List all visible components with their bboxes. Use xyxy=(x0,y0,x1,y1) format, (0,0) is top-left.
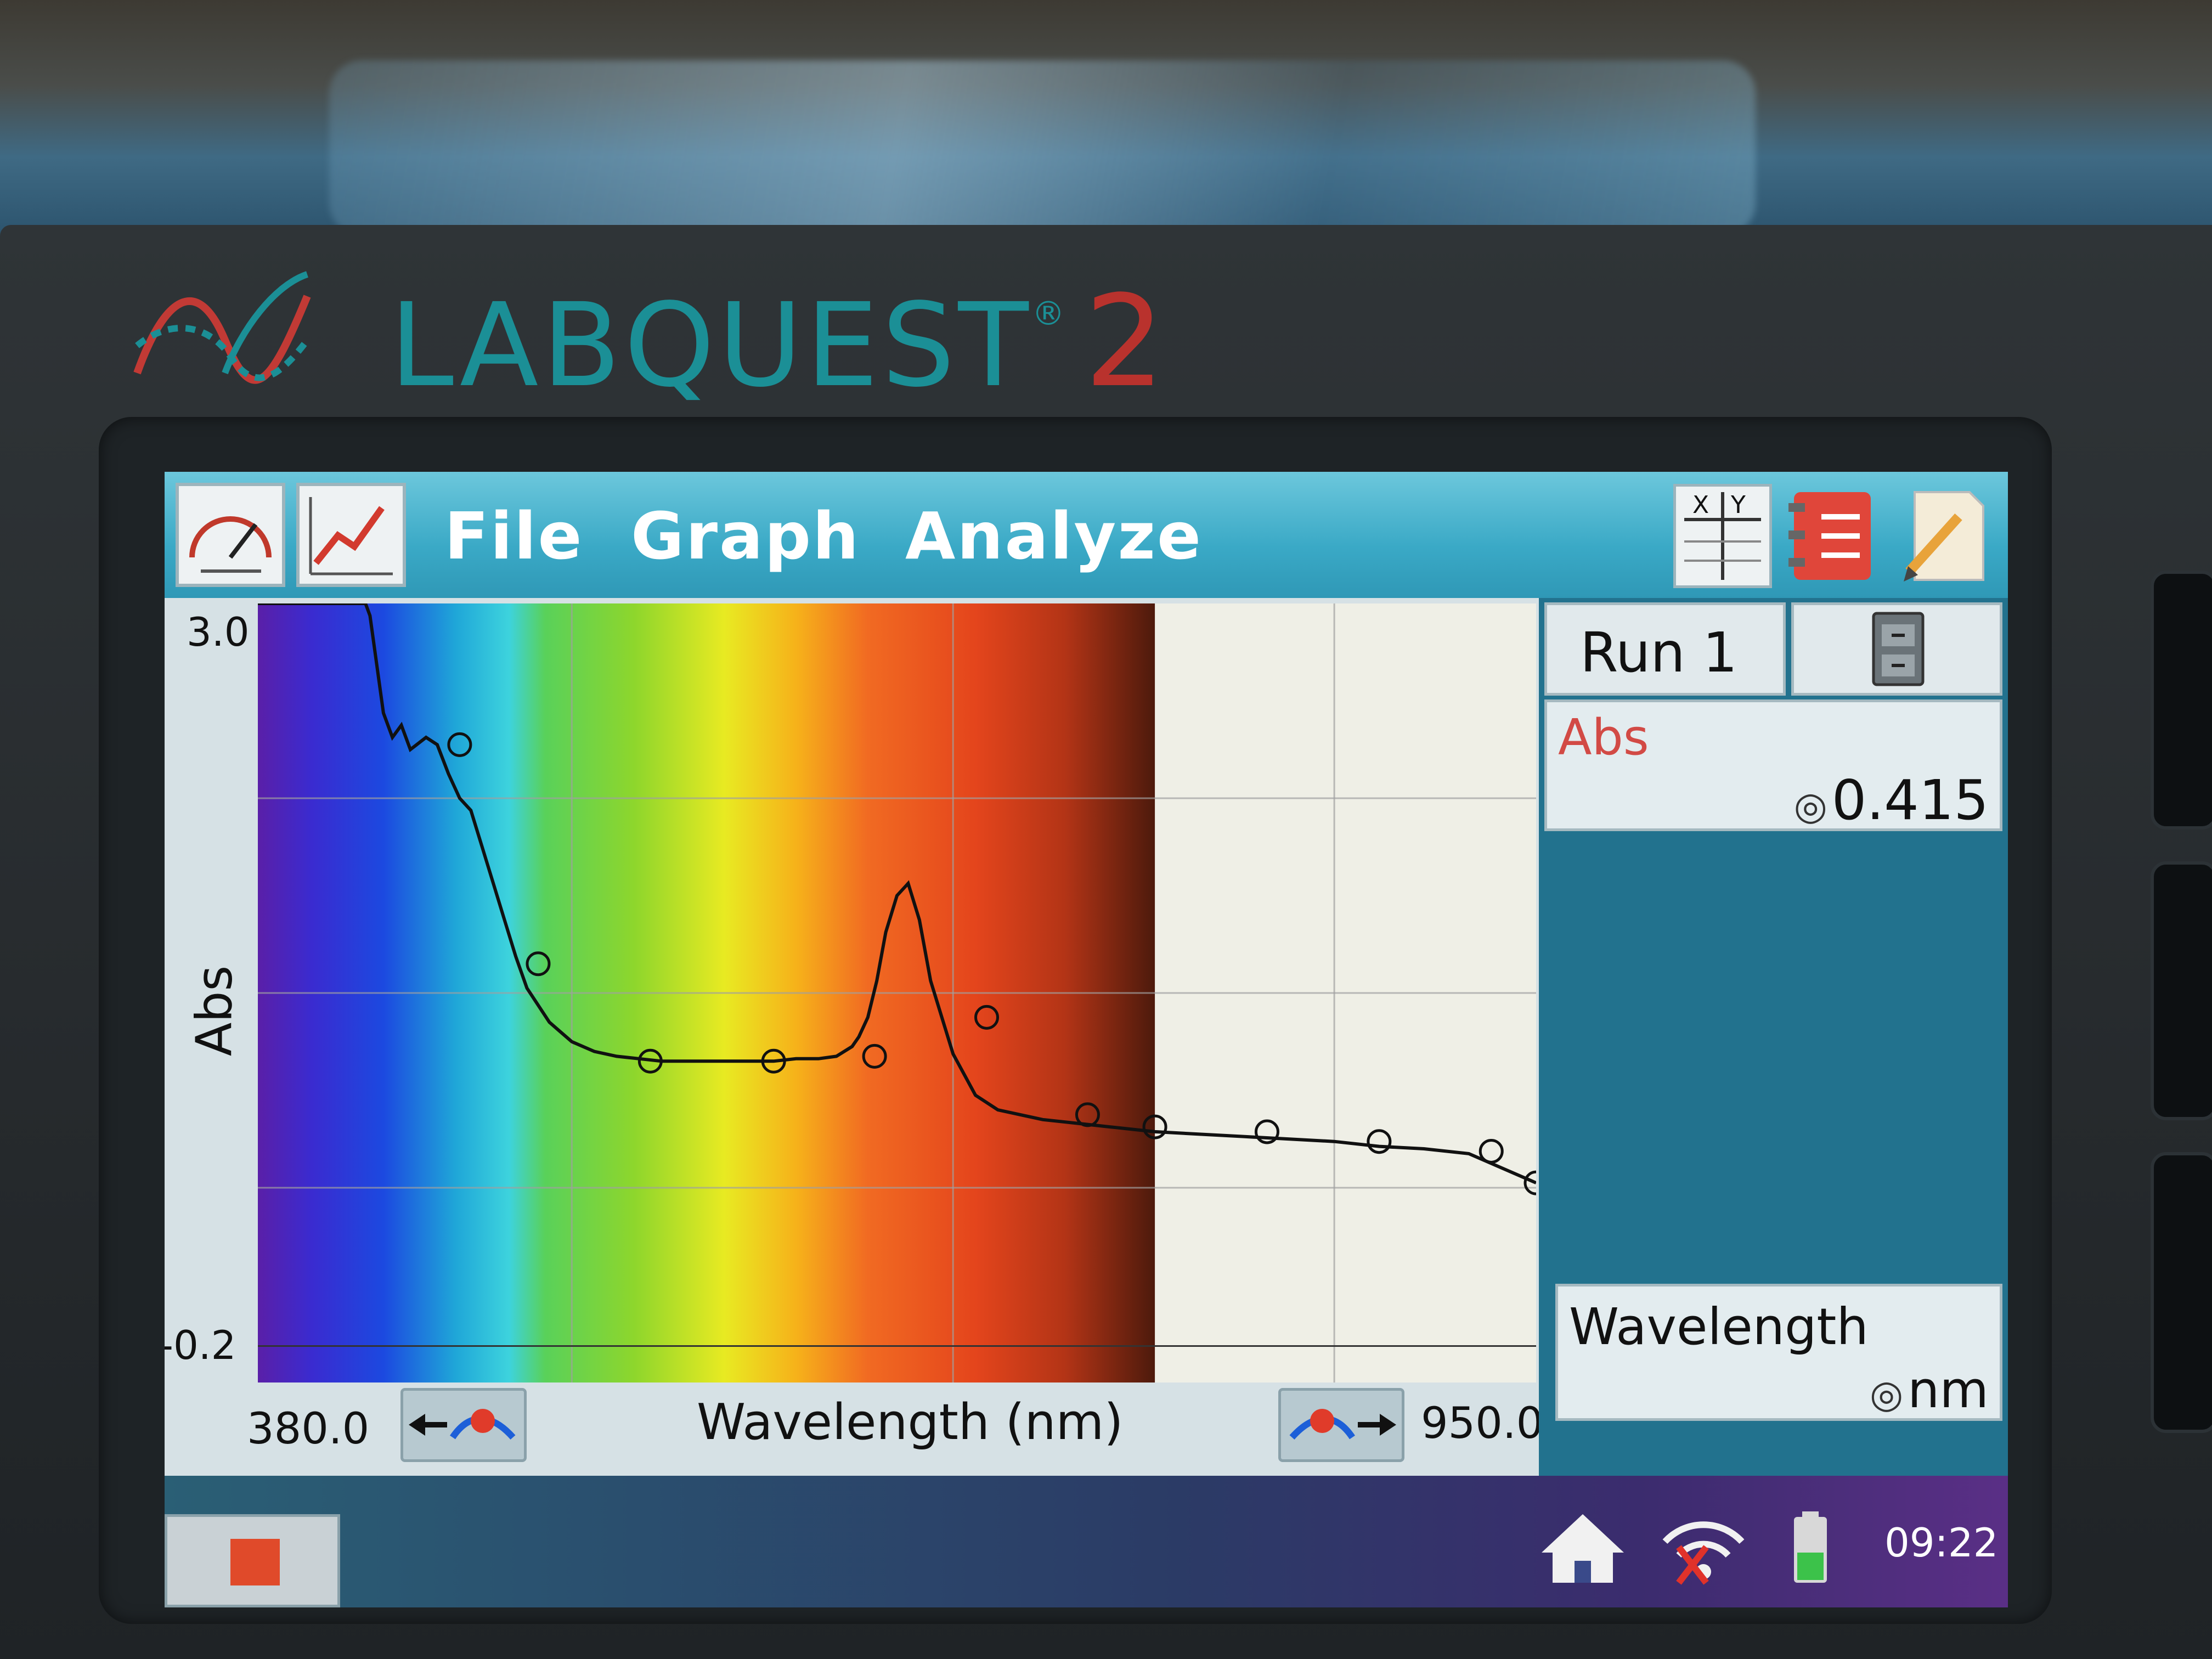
wifi-off-icon[interactable] xyxy=(1657,1509,1750,1585)
notebook-icon[interactable] xyxy=(1783,484,1882,588)
brand-logo-icon xyxy=(133,271,311,384)
data-point-marker xyxy=(1254,1119,1279,1144)
battery-icon xyxy=(1794,1511,1827,1583)
run-label: Run 1 xyxy=(1580,620,1738,685)
table-icon-y: Y xyxy=(1730,491,1746,519)
stop-button[interactable] xyxy=(165,1514,340,1607)
x-axis-title[interactable]: Wavelength (nm) xyxy=(697,1393,1124,1451)
table-icon-x: X xyxy=(1692,491,1709,519)
target-icon: ◎ xyxy=(1869,1372,1904,1417)
meter-abs-value: 0.415 xyxy=(1831,768,1989,832)
hardware-button-top[interactable] xyxy=(2151,571,2212,830)
target-icon: ◎ xyxy=(1793,783,1827,828)
graph-icon[interactable] xyxy=(296,483,406,587)
toolbar: File Graph Analyze X Y xyxy=(165,472,2008,598)
menu-graph[interactable]: Graph xyxy=(631,498,861,574)
menu-analyze[interactable]: Analyze xyxy=(905,498,1203,574)
hardware-button-middle[interactable] xyxy=(2151,861,2212,1120)
hardware-button-bottom[interactable] xyxy=(2151,1152,2212,1433)
y-axis-title[interactable]: Abs xyxy=(185,965,244,1057)
meter-abs[interactable]: Abs ◎0.415 xyxy=(1544,699,2002,832)
scroll-left-button[interactable] xyxy=(400,1388,527,1462)
table-icon[interactable]: X Y xyxy=(1673,484,1772,588)
x-axis-min[interactable]: 380.0 xyxy=(247,1404,370,1454)
run-selector[interactable]: Run 1 xyxy=(1544,602,1786,696)
y-axis-title-wrap: Abs xyxy=(180,938,246,1081)
scroll-right-button[interactable] xyxy=(1278,1388,1404,1462)
side-panel: Run 1 Abs ◎0.415 Wavelength ◎nm xyxy=(1539,598,2008,1476)
wavelength-unit: nm xyxy=(1908,1361,1989,1419)
graph-panel: 3.0 Abs -0.2 xyxy=(165,598,1543,1476)
file-cabinet-icon xyxy=(1872,612,1925,686)
status-bar: 09:22 xyxy=(165,1476,2008,1607)
wavelength-unit-wrap: ◎nm xyxy=(1870,1361,1989,1419)
data-point-marker xyxy=(1367,1129,1392,1154)
data-point-marker xyxy=(447,732,472,757)
device-screen: File Graph Analyze X Y xyxy=(165,472,2008,1607)
brand-registered-mark: ® xyxy=(1031,295,1068,333)
stop-icon xyxy=(230,1539,280,1585)
scroll-left-icon xyxy=(409,1409,516,1440)
data-point-marker xyxy=(862,1043,887,1069)
brand-header: LABQUEST® 2 xyxy=(132,258,1229,422)
meter-abs-value-wrap: ◎0.415 xyxy=(1794,768,1989,832)
meter-wavelength[interactable]: Wavelength ◎nm xyxy=(1555,1284,2002,1421)
markers-group xyxy=(447,732,1536,1195)
y-axis-max[interactable]: 3.0 xyxy=(187,609,250,655)
data-point-marker xyxy=(526,951,551,977)
data-point-marker xyxy=(1523,1170,1536,1195)
hardware-buttons xyxy=(2140,565,2212,1443)
brand-model-number: 2 xyxy=(1084,269,1169,415)
home-icon[interactable] xyxy=(1536,1509,1629,1585)
scroll-right-icon xyxy=(1289,1409,1396,1440)
plastic-bag xyxy=(329,60,1756,236)
brand-name-text: LABQUEST xyxy=(390,278,1032,413)
graph-plot-area[interactable] xyxy=(258,603,1536,1383)
grid xyxy=(258,603,1536,1383)
wavelength-label: Wavelength xyxy=(1569,1297,1869,1356)
menu-file[interactable]: File xyxy=(444,498,584,574)
data-point-marker xyxy=(1479,1138,1504,1164)
data-point-marker xyxy=(637,1048,663,1074)
meter-abs-label: Abs xyxy=(1558,709,1649,766)
data-point-marker xyxy=(974,1005,1000,1030)
x-axis-max[interactable]: 950.0 xyxy=(1421,1399,1544,1448)
notes-icon[interactable] xyxy=(1893,484,1991,588)
clock: 09:22 xyxy=(1884,1520,1999,1566)
meter-icon[interactable] xyxy=(176,483,285,587)
y-axis-min[interactable]: -0.2 xyxy=(165,1322,236,1368)
x-axis-bar: 380.0 Wavelength (nm) 950.0 xyxy=(165,1388,1543,1476)
data-point-marker xyxy=(761,1048,786,1074)
brand-name: LABQUEST® 2 xyxy=(390,269,1168,415)
data-point-marker xyxy=(1142,1114,1167,1139)
file-cabinet-button[interactable] xyxy=(1791,602,2002,696)
data-point-marker xyxy=(1075,1102,1100,1127)
